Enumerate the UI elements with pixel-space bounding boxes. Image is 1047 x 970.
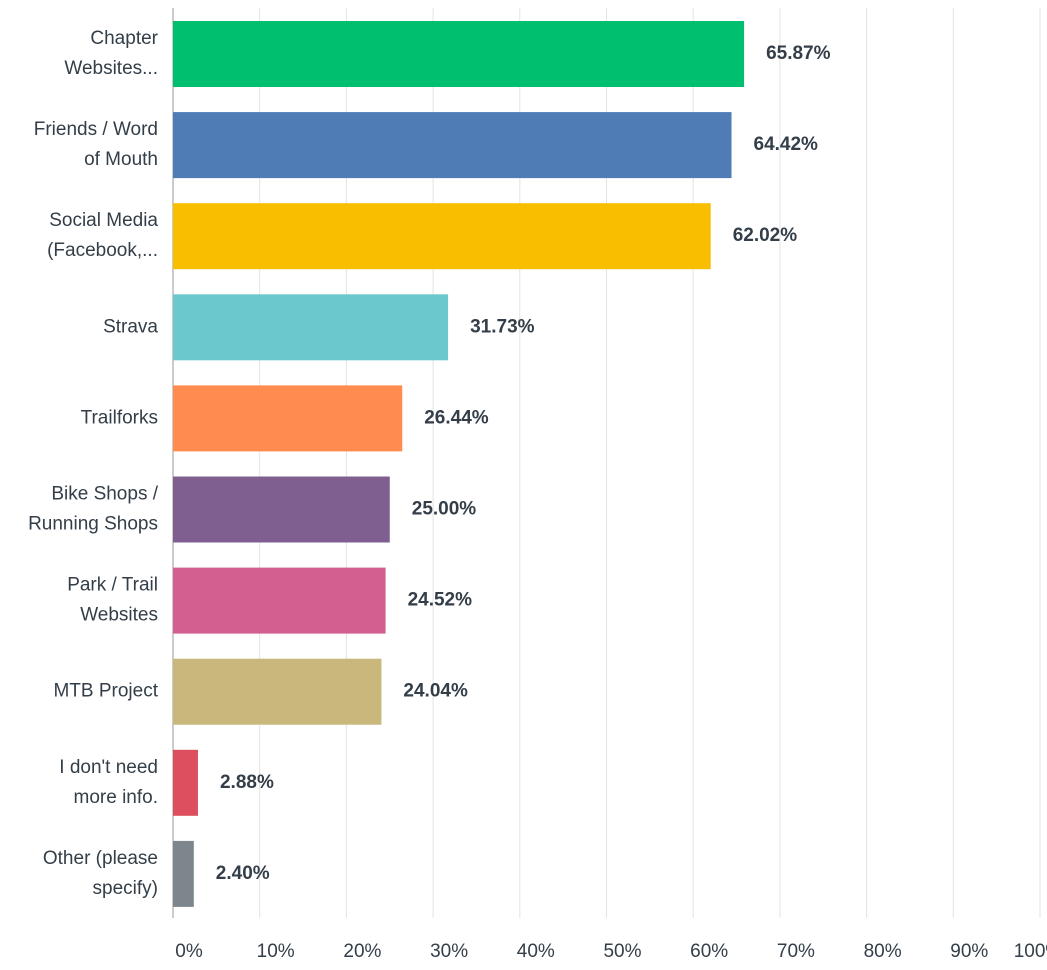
value-label: 24.04% [403, 681, 468, 702]
value-label: 2.88% [220, 772, 274, 793]
x-tick-label: 20% [343, 941, 381, 962]
y-tick-label: Social Media (Facebook,... [47, 210, 158, 261]
bar [173, 749, 198, 816]
value-label: 64.42% [754, 134, 819, 155]
y-tick-label: I don't need more info. [59, 757, 158, 808]
value-label: 65.87% [766, 43, 831, 64]
x-tick-label: 10% [257, 941, 295, 962]
bar [173, 294, 449, 361]
bar [173, 21, 745, 87]
bar [173, 476, 390, 543]
value-label: 25.00% [412, 499, 477, 520]
x-tick-label: 100% [1014, 941, 1047, 962]
x-tick-label: 80% [864, 941, 902, 962]
bar [173, 203, 711, 270]
y-tick-label: Park / Trail Websites [67, 575, 158, 626]
y-tick-label: MTB Project [53, 681, 158, 702]
x-tick-label: 0% [175, 941, 203, 962]
x-tick-label: 70% [777, 941, 815, 962]
y-tick-label: Other (please specify) [43, 848, 158, 899]
bar [173, 658, 382, 725]
x-tick-label: 90% [950, 941, 988, 962]
x-tick-label: 60% [690, 941, 728, 962]
value-label: 26.44% [424, 407, 489, 428]
y-tick-label: Trailforks [81, 407, 158, 428]
bar [173, 112, 732, 179]
bar [173, 385, 403, 452]
value-label: 2.40% [216, 863, 270, 884]
bar [173, 567, 386, 634]
y-tick-label: Chapter Websites... [64, 28, 158, 79]
value-label: 24.52% [408, 590, 473, 611]
y-tick-label: Friends / Word of Mouth [34, 119, 158, 170]
x-tick-label: 30% [430, 941, 468, 962]
bar [173, 840, 194, 907]
y-tick-label: Bike Shops / Running Shops [28, 484, 159, 535]
x-tick-label: 40% [517, 941, 555, 962]
x-tick-label: 50% [603, 941, 641, 962]
y-tick-label: Strava [103, 316, 158, 337]
value-label: 31.73% [470, 316, 535, 337]
value-label: 62.02% [733, 225, 798, 246]
